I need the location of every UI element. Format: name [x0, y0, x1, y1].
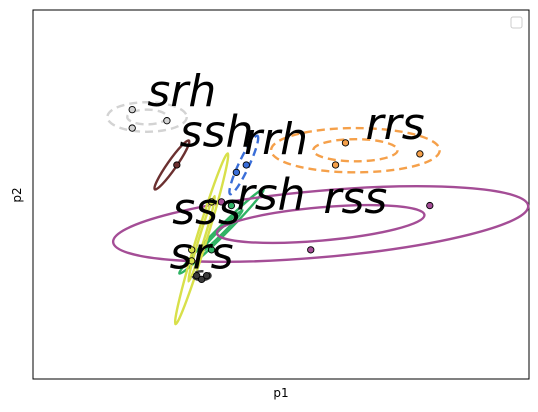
ellipse-rss-1	[215, 203, 426, 245]
point-rrs-1	[331, 161, 340, 169]
cluster-label-rrh: rrh	[244, 114, 308, 165]
ellipse-layer	[106, 101, 530, 326]
ellipse-sss-0	[173, 152, 230, 326]
cluster-label-rsh: rsh	[237, 169, 306, 220]
y-axis-label: p2	[10, 187, 24, 202]
point-rss-1	[307, 246, 315, 254]
point-rsh-0	[227, 201, 236, 210]
point-srh-1	[128, 124, 136, 132]
x-axis-label: p1	[273, 386, 288, 400]
point-rss-2	[217, 198, 226, 206]
point-layer	[128, 105, 434, 284]
point-srs-2	[202, 272, 211, 280]
point-srs-0	[193, 272, 201, 280]
ellipse-rrs-1	[312, 137, 399, 163]
point-rrh-0	[232, 168, 241, 177]
point-rrs-2	[416, 150, 424, 158]
point-ssh-0	[173, 161, 181, 169]
point-rsh-1	[207, 246, 216, 254]
point-rrs-0	[341, 139, 350, 147]
ellipse-rsh-0	[178, 187, 265, 275]
ellipse-rrs-0	[269, 126, 441, 174]
point-sss-1	[188, 246, 196, 254]
ellipse-srh-1	[126, 108, 169, 126]
point-rrh-1	[242, 161, 250, 169]
point-rss-0	[426, 201, 434, 210]
ellipse-rss-0	[111, 185, 530, 263]
cluster-label-rss: rss	[323, 173, 387, 224]
cluster-label-srs: srs	[170, 228, 234, 279]
point-srh-2	[163, 117, 171, 125]
legend-box	[510, 16, 523, 29]
point-sss-0	[207, 198, 216, 206]
ellipse-srh-0	[106, 101, 188, 133]
cluster-label-sss: sss	[172, 184, 241, 235]
cluster-label-ssh: ssh	[180, 107, 254, 158]
cluster-label-rrs: rrs	[366, 99, 425, 150]
cluster-label-srh: srh	[147, 66, 216, 117]
point-srs-1	[197, 275, 206, 284]
point-sss-2	[188, 257, 196, 265]
ellipse-sss-1	[187, 194, 217, 283]
point-srh-0	[128, 105, 136, 114]
ellipse-srs-0	[191, 270, 212, 282]
